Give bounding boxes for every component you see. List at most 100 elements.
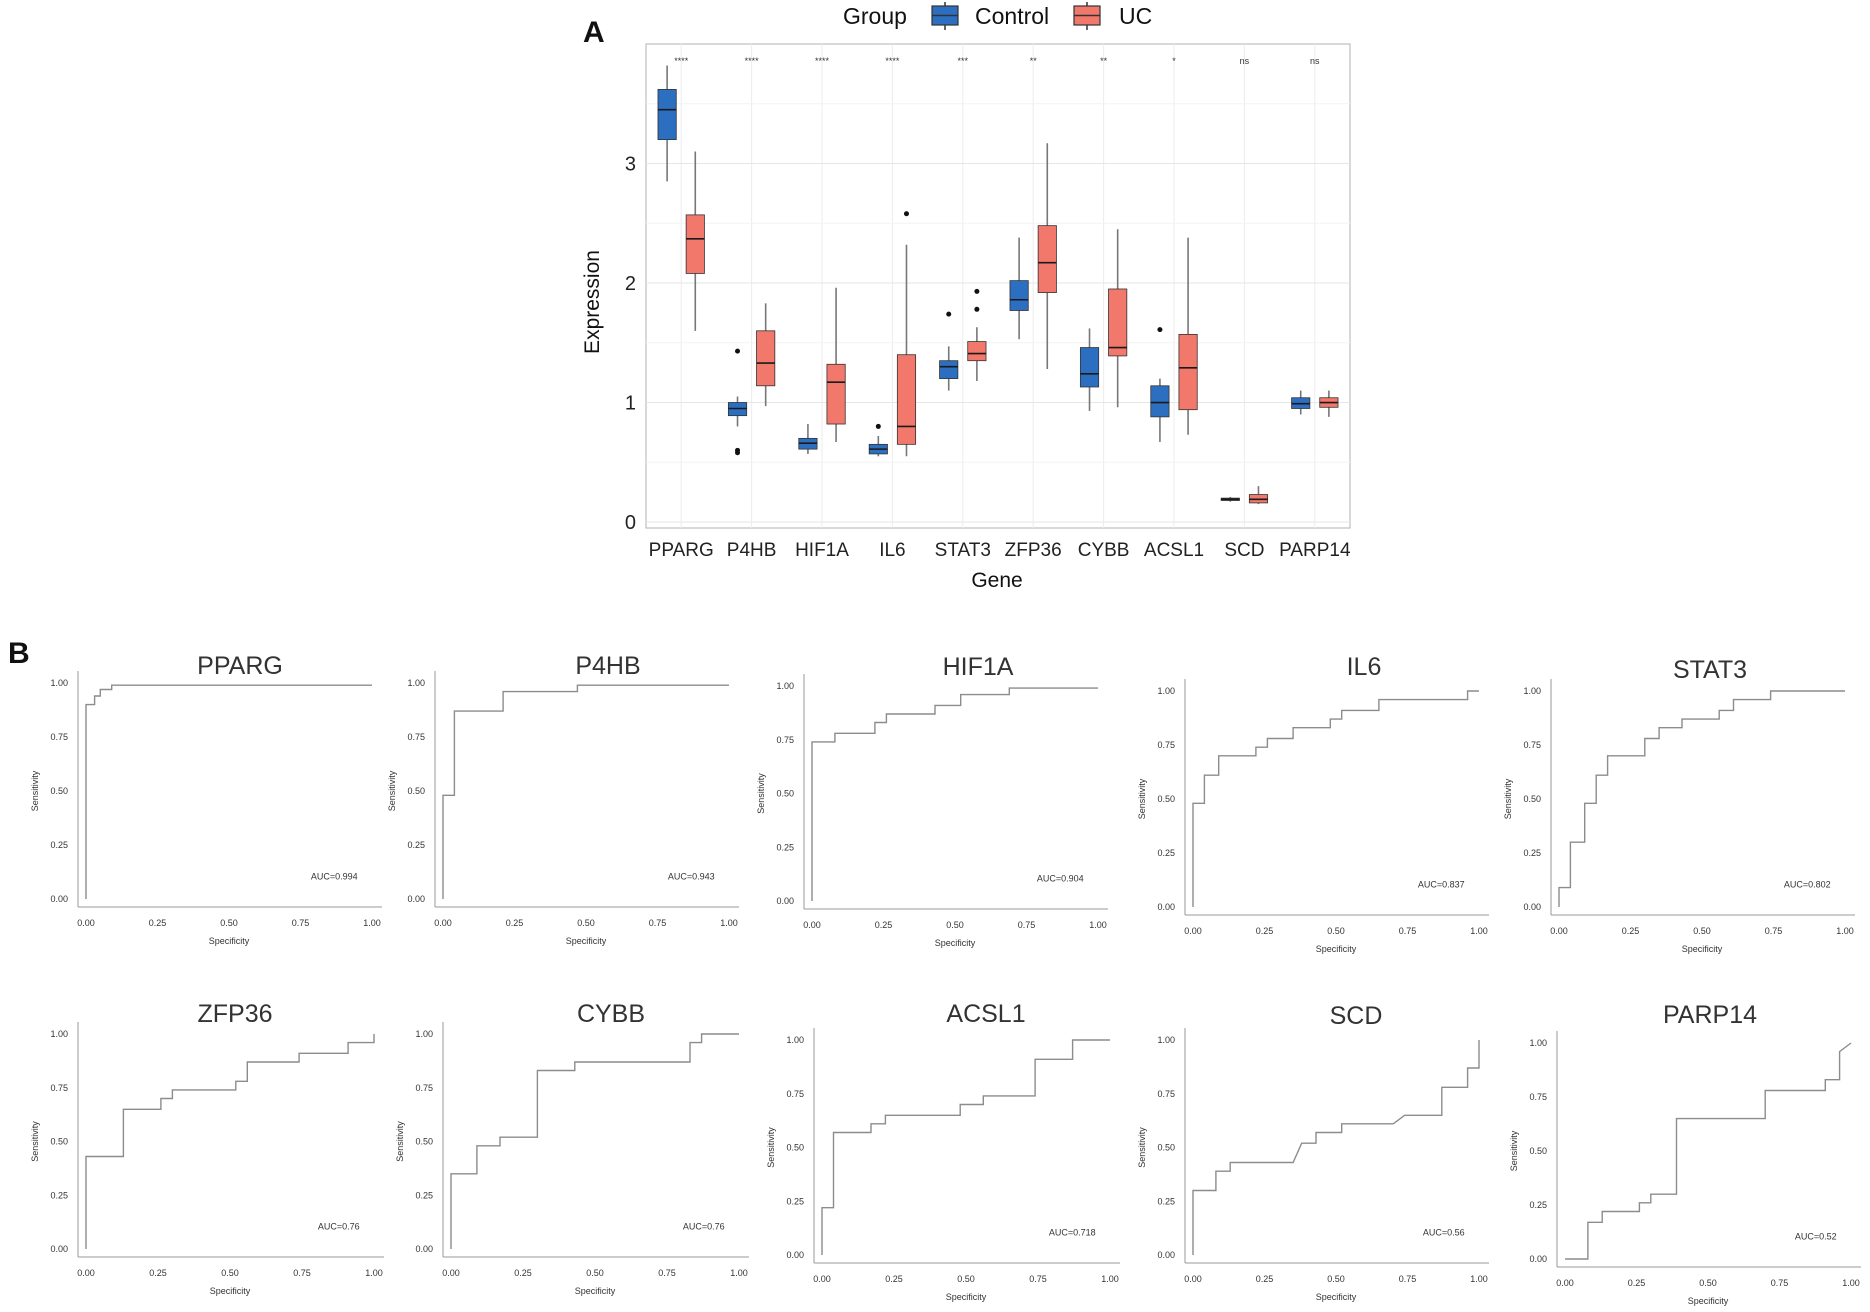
auc-label: AUC=0.802 — [1784, 880, 1831, 890]
significance-labels: **** **** **** **** *** ** ** * ns ns — [674, 56, 1320, 66]
y-tick-label: 0.50 — [50, 786, 68, 796]
x-tick-label: 0.50 — [957, 1274, 975, 1284]
box-body — [826, 363, 846, 425]
x-tick-label-il6: IL6 — [879, 540, 905, 561]
x-axis: PPARG P4HB HIF1A IL6 STAT3 ZFP36 CYBB ACSL1 SCD P… — [649, 540, 1351, 561]
roc-curve — [821, 1039, 1110, 1255]
box-body — [1079, 347, 1100, 388]
x-tick-label: 1.00 — [365, 1268, 383, 1278]
x-tick-label: 0.25 — [514, 1268, 532, 1278]
x-tick-label-pparg: PPARG — [649, 540, 714, 561]
plot-frame — [645, 43, 1351, 529]
grid — [646, 44, 1350, 528]
x-tick-label: 1.00 — [1836, 926, 1854, 936]
box-control-stat3 — [939, 311, 959, 391]
auc-label: AUC=0.718 — [1049, 1228, 1096, 1238]
auc-label: AUC=0.994 — [311, 872, 358, 882]
x-tick-label: 0.25 — [1628, 1278, 1646, 1288]
y-tick-label: 0.00 — [407, 894, 425, 904]
x-axis-title: Specificity — [209, 936, 250, 946]
box-uc-acsl1 — [1178, 237, 1198, 435]
y-tick-label: 0.50 — [776, 789, 794, 799]
x-tick-label-zfp36: ZFP36 — [1005, 540, 1062, 561]
y-tick-label: 0.50 — [1157, 1143, 1175, 1153]
x-tick-label: 0.75 — [1029, 1274, 1047, 1284]
x-axis-title: Specificity — [575, 1286, 616, 1296]
box-control-pparg — [657, 65, 677, 182]
y-axis-title: Sensitivity — [395, 1121, 405, 1162]
y-tick-label: 0.75 — [1157, 740, 1175, 750]
x-tick-label: 0.50 — [221, 1268, 239, 1278]
y-tick-label: 0.25 — [776, 842, 794, 852]
x-tick-label-acsl1: ACSL1 — [1144, 540, 1204, 561]
box-body — [1178, 333, 1198, 411]
x-tick-label: 1.00 — [1470, 1274, 1488, 1284]
x-tick-label: 0.00 — [1184, 1274, 1202, 1284]
roc-title: SCD — [1330, 1002, 1383, 1030]
box-uc-stat3 — [967, 288, 987, 382]
y-tick-label: 0.00 — [1157, 902, 1175, 912]
auc-label: AUC=0.76 — [683, 1222, 725, 1232]
y-axis-title: Sensitivity — [1503, 778, 1513, 819]
x-tick-label: 0.25 — [885, 1274, 903, 1284]
x-tick-label: 0.75 — [293, 1268, 311, 1278]
y-tick-label: 0.25 — [1157, 1196, 1175, 1206]
x-tick-label-hif1a: HIF1A — [795, 540, 849, 561]
x-tick-label: 0.75 — [292, 918, 310, 928]
x-tick-label: 0.50 — [1699, 1278, 1717, 1288]
x-tick-label-stat3: STAT3 — [935, 540, 991, 561]
roc-curve — [811, 687, 1098, 901]
roc-panel-zfp36: ZFP36 0.00 0.00 0.25 0.25 0.50 0.50 0.75 0.75 1.0… — [30, 1000, 384, 1296]
box-uc-scd — [1248, 486, 1269, 505]
y-tick-label: 0.75 — [1523, 740, 1541, 750]
x-tick-label-scd: SCD — [1224, 540, 1264, 561]
x-axis-title: Specificity — [1682, 944, 1723, 954]
y-tick-label: 1.00 — [407, 678, 425, 688]
outlier-point — [735, 450, 741, 456]
box-body — [896, 354, 917, 445]
roc-panel-stat3: STAT3 0.00 0.00 0.25 0.25 0.50 0.50 0.75 0.75 1.0… — [1503, 656, 1855, 954]
x-tick-label-p4hb: P4HB — [727, 540, 777, 561]
x-tick-label: 0.50 — [1327, 926, 1345, 936]
x-tick-label: 0.75 — [1399, 1274, 1417, 1284]
x-tick-label: 0.00 — [1550, 926, 1568, 936]
roc-title: ACSL1 — [946, 1000, 1025, 1028]
x-tick-label: 0.00 — [77, 918, 95, 928]
y-tick-label: 1.00 — [415, 1029, 433, 1039]
y-tick-label: 0.75 — [415, 1083, 433, 1093]
x-tick-label: 0.75 — [1399, 926, 1417, 936]
y-tick-label: 0.00 — [1529, 1254, 1547, 1264]
y-tick-label: 0.00 — [776, 896, 794, 906]
y-tick-label: 0.25 — [50, 1190, 68, 1200]
box-control-cybb — [1079, 328, 1100, 411]
legend-entry-uc: UC — [1073, 2, 1152, 30]
y-tick-label: 0.75 — [1529, 1092, 1547, 1102]
y-tick-label: 0.75 — [786, 1089, 804, 1099]
roc-title: STAT3 — [1673, 656, 1747, 684]
y-axis-title: Sensitivity — [766, 1127, 776, 1168]
roc-panel-hif1a: HIF1A 0.00 0.00 0.25 0.25 0.50 0.50 0.75 0.75 1.0… — [756, 653, 1108, 948]
x-tick-label: 0.75 — [658, 1268, 676, 1278]
box-uc-p4hb — [756, 303, 776, 407]
y-tick-label: 0.00 — [50, 894, 68, 904]
x-tick-label: 0.75 — [649, 918, 667, 928]
significance-label: * — [1172, 56, 1176, 66]
y-tick-label: 0.50 — [1523, 794, 1541, 804]
roc-curve — [85, 684, 372, 899]
y-tick-label: 1.00 — [1157, 1035, 1175, 1045]
x-tick-label: 0.25 — [1622, 926, 1640, 936]
y-tick-label: 1.00 — [1523, 686, 1541, 696]
roc-title: IL6 — [1347, 653, 1382, 681]
box-uc-parp14 — [1319, 390, 1339, 417]
significance-label: **** — [674, 56, 689, 66]
x-axis-title: Gene — [971, 569, 1022, 592]
roc-title: PPARG — [197, 652, 283, 680]
outlier-point — [903, 211, 909, 217]
box-uc-cybb — [1108, 229, 1128, 408]
significance-label: **** — [885, 56, 900, 66]
x-tick-label: 0.25 — [506, 918, 524, 928]
box-body — [1150, 385, 1170, 418]
outlier-point — [946, 311, 952, 317]
significance-label: **** — [745, 56, 760, 66]
y-tick-label: 0.75 — [50, 732, 68, 742]
